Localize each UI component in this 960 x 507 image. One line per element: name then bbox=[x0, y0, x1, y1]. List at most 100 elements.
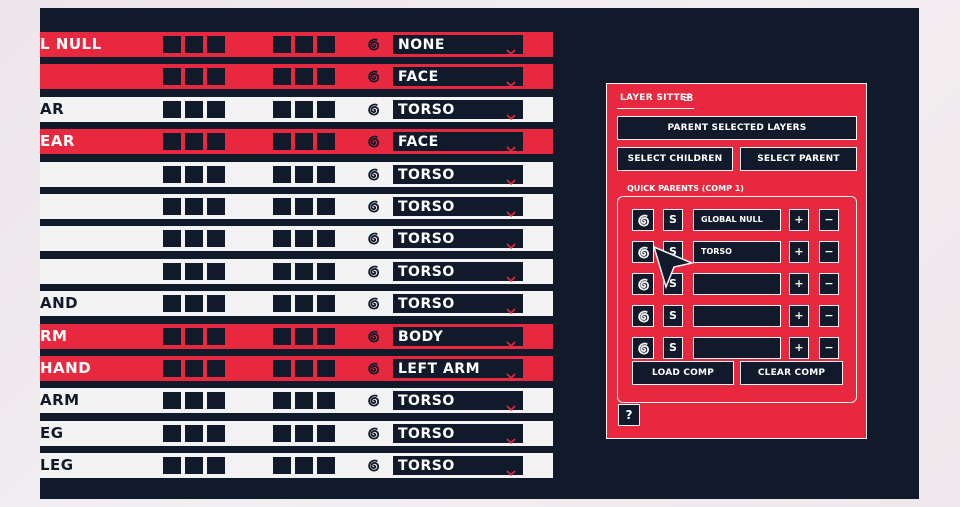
layer-switch-box[interactable] bbox=[273, 133, 291, 150]
layer-switch-box[interactable] bbox=[185, 166, 203, 183]
layer-switch-box[interactable] bbox=[295, 263, 313, 280]
quick-parent-remove-button[interactable]: − bbox=[819, 241, 839, 263]
layer-switch-box[interactable] bbox=[317, 263, 335, 280]
layer-switch-box[interactable] bbox=[185, 263, 203, 280]
layer-switch-box[interactable] bbox=[273, 457, 291, 474]
layer-switch-box[interactable] bbox=[163, 392, 181, 409]
layer-switch-box[interactable] bbox=[163, 230, 181, 247]
pick-whip-icon[interactable] bbox=[365, 295, 383, 312]
pick-whip-icon[interactable] bbox=[365, 101, 383, 118]
quick-parent-name-field[interactable] bbox=[693, 337, 781, 359]
layer-row[interactable]: AR TORSO bbox=[40, 97, 553, 122]
layer-row[interactable]: ARM TORSO bbox=[40, 388, 553, 413]
pick-whip-icon[interactable] bbox=[365, 36, 383, 53]
layer-switch-box[interactable] bbox=[163, 166, 181, 183]
quick-parent-add-button[interactable]: + bbox=[789, 209, 809, 231]
parent-dropdown[interactable]: TORSO bbox=[393, 294, 523, 315]
layer-switch-box[interactable] bbox=[317, 166, 335, 183]
quick-parent-pick-whip-icon[interactable] bbox=[632, 209, 654, 231]
quick-parent-add-button[interactable]: + bbox=[789, 273, 809, 295]
layer-row[interactable]: TORSO bbox=[40, 226, 553, 251]
quick-parent-remove-button[interactable]: − bbox=[819, 305, 839, 327]
layer-switch-box[interactable] bbox=[295, 295, 313, 312]
quick-parent-name-field[interactable] bbox=[693, 273, 781, 295]
help-button[interactable]: ? bbox=[618, 404, 640, 426]
layer-switch-box[interactable] bbox=[163, 68, 181, 85]
layer-switch-box[interactable] bbox=[317, 198, 335, 215]
pick-whip-icon[interactable] bbox=[365, 166, 383, 183]
layer-switch-box[interactable] bbox=[207, 230, 225, 247]
layer-switch-box[interactable] bbox=[207, 425, 225, 442]
layer-row[interactable]: EAR FACE bbox=[40, 129, 553, 154]
quick-parent-pick-whip-icon[interactable] bbox=[632, 305, 654, 327]
layer-switch-box[interactable] bbox=[163, 101, 181, 118]
parent-dropdown[interactable]: TORSO bbox=[393, 456, 523, 477]
quick-parent-name-field[interactable]: TORSO bbox=[693, 241, 781, 263]
pick-whip-icon[interactable] bbox=[365, 457, 383, 474]
clear-comp-button[interactable]: CLEAR COMP bbox=[740, 361, 843, 385]
layer-switch-box[interactable] bbox=[295, 457, 313, 474]
parent-selected-layers-button[interactable]: PARENT SELECTED LAYERS bbox=[617, 116, 857, 140]
layer-switch-box[interactable] bbox=[273, 36, 291, 53]
quick-parent-pick-whip-icon[interactable] bbox=[632, 337, 654, 359]
layer-switch-box[interactable] bbox=[163, 133, 181, 150]
parent-dropdown[interactable]: LEFT ARM bbox=[393, 359, 523, 380]
layer-switch-box[interactable] bbox=[163, 425, 181, 442]
select-children-button[interactable]: SELECT CHILDREN bbox=[617, 147, 733, 171]
layer-switch-box[interactable] bbox=[317, 68, 335, 85]
layer-switch-box[interactable] bbox=[295, 101, 313, 118]
layer-row[interactable]: EG TORSO bbox=[40, 421, 553, 446]
quick-parent-solo-button[interactable]: S bbox=[663, 209, 683, 231]
layer-switch-box[interactable] bbox=[273, 230, 291, 247]
pick-whip-icon[interactable] bbox=[365, 68, 383, 85]
layer-switch-box[interactable] bbox=[317, 328, 335, 345]
layer-switch-box[interactable] bbox=[273, 198, 291, 215]
quick-parent-solo-button[interactable]: S bbox=[663, 305, 683, 327]
layer-switch-box[interactable] bbox=[317, 360, 335, 377]
layer-switch-box[interactable] bbox=[185, 457, 203, 474]
quick-parent-remove-button[interactable]: − bbox=[819, 337, 839, 359]
quick-parent-add-button[interactable]: + bbox=[789, 305, 809, 327]
layer-switch-box[interactable] bbox=[295, 392, 313, 409]
layer-switch-box[interactable] bbox=[185, 198, 203, 215]
layer-switch-box[interactable] bbox=[185, 425, 203, 442]
quick-parent-add-button[interactable]: + bbox=[789, 241, 809, 263]
layer-row[interactable]: TORSO bbox=[40, 162, 553, 187]
parent-dropdown[interactable]: TORSO bbox=[393, 391, 523, 412]
layer-switch-box[interactable] bbox=[185, 295, 203, 312]
parent-dropdown[interactable]: FACE bbox=[393, 67, 523, 88]
pick-whip-icon[interactable] bbox=[365, 360, 383, 377]
layer-switch-box[interactable] bbox=[273, 360, 291, 377]
layer-switch-box[interactable] bbox=[295, 133, 313, 150]
layer-switch-box[interactable] bbox=[207, 68, 225, 85]
layer-switch-box[interactable] bbox=[317, 133, 335, 150]
layer-switch-box[interactable] bbox=[273, 166, 291, 183]
layer-switch-box[interactable] bbox=[273, 328, 291, 345]
quick-parent-remove-button[interactable]: − bbox=[819, 209, 839, 231]
layer-switch-box[interactable] bbox=[163, 457, 181, 474]
select-parent-button[interactable]: SELECT PARENT bbox=[740, 147, 857, 171]
layer-switch-box[interactable] bbox=[295, 360, 313, 377]
hamburger-menu-icon[interactable] bbox=[684, 94, 692, 102]
layer-switch-box[interactable] bbox=[207, 392, 225, 409]
layer-row[interactable]: LEG TORSO bbox=[40, 453, 553, 478]
layer-switch-box[interactable] bbox=[273, 101, 291, 118]
layer-switch-box[interactable] bbox=[207, 198, 225, 215]
pick-whip-icon[interactable] bbox=[365, 198, 383, 215]
parent-dropdown[interactable]: TORSO bbox=[393, 165, 523, 186]
layer-switch-box[interactable] bbox=[273, 68, 291, 85]
layer-switch-box[interactable] bbox=[317, 425, 335, 442]
pick-whip-icon[interactable] bbox=[365, 263, 383, 280]
layer-row[interactable]: HAND LEFT ARM bbox=[40, 356, 553, 381]
layer-row[interactable]: RM BODY bbox=[40, 324, 553, 349]
parent-dropdown[interactable]: TORSO bbox=[393, 100, 523, 121]
layer-row[interactable]: FACE bbox=[40, 64, 553, 89]
layer-switch-box[interactable] bbox=[295, 230, 313, 247]
layer-switch-box[interactable] bbox=[185, 392, 203, 409]
pick-whip-icon[interactable] bbox=[365, 133, 383, 150]
layer-switch-box[interactable] bbox=[295, 166, 313, 183]
layer-switch-box[interactable] bbox=[207, 133, 225, 150]
layer-switch-box[interactable] bbox=[163, 263, 181, 280]
layer-switch-box[interactable] bbox=[207, 295, 225, 312]
layer-switch-box[interactable] bbox=[163, 198, 181, 215]
